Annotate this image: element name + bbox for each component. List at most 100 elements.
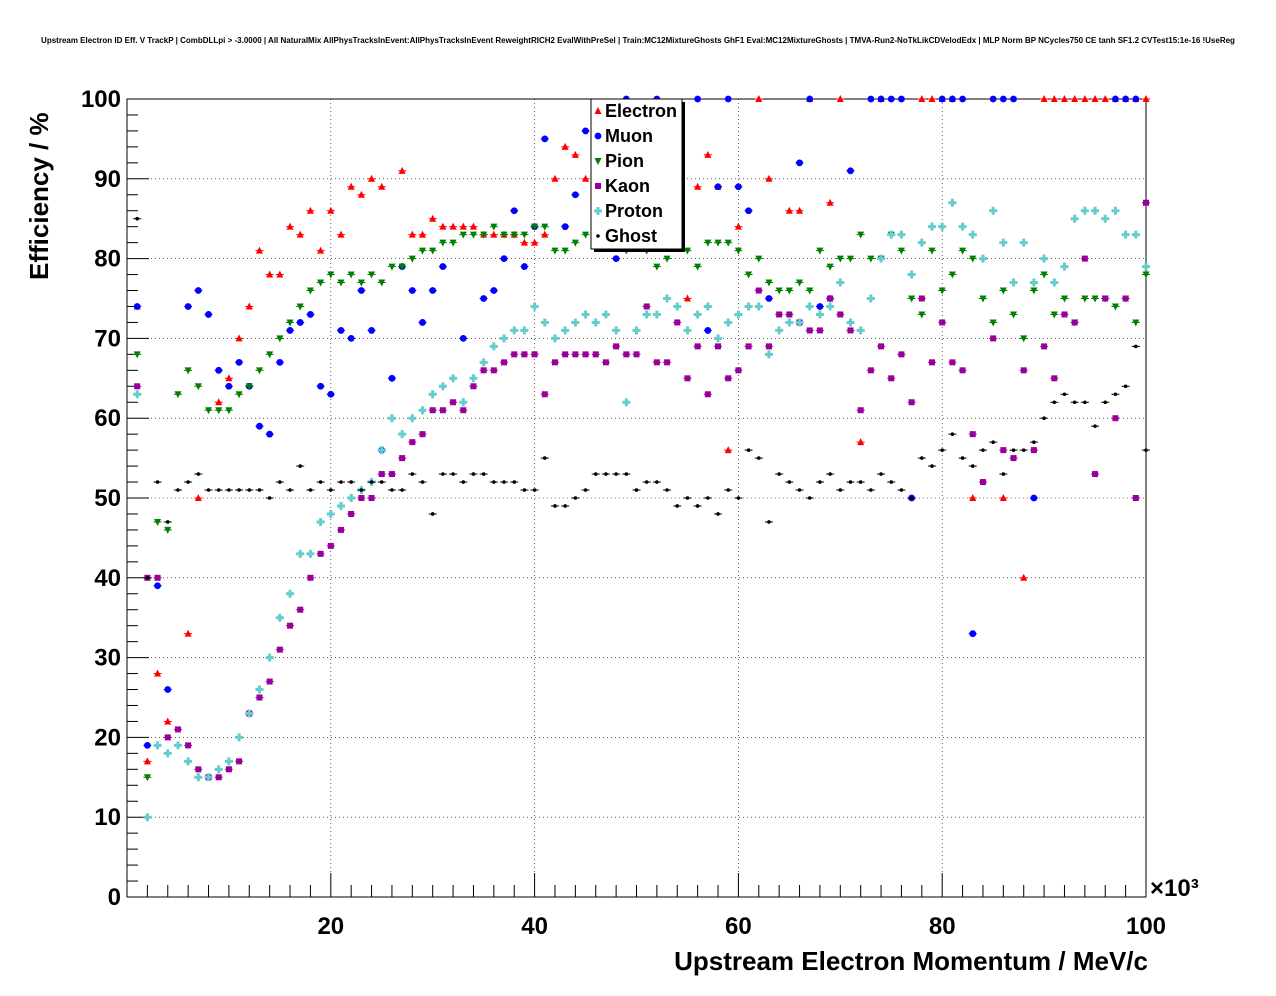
data-point — [408, 255, 416, 263]
data-point — [553, 504, 557, 508]
data-point — [459, 231, 467, 239]
data-point — [1101, 95, 1109, 102]
data-point — [357, 287, 365, 294]
x-tick-label: 100 — [1126, 913, 1166, 940]
data-point — [510, 231, 518, 239]
data-point — [948, 271, 956, 279]
data-point — [918, 295, 925, 302]
data-point — [521, 351, 528, 358]
data-point — [1092, 471, 1099, 478]
data-point — [267, 496, 272, 500]
data-point — [194, 383, 202, 391]
data-point — [714, 334, 723, 343]
data-point — [398, 430, 407, 439]
data-point — [327, 271, 335, 279]
data-point — [143, 813, 152, 822]
data-point — [339, 480, 343, 484]
data-point — [632, 326, 641, 335]
data-point — [612, 326, 621, 335]
data-point — [1121, 230, 1130, 239]
data-point — [224, 757, 233, 766]
data-point — [704, 150, 712, 158]
data-point — [418, 406, 427, 415]
data-point — [857, 407, 864, 414]
data-point — [481, 472, 486, 476]
data-point — [948, 198, 957, 207]
data-point — [1009, 278, 1018, 287]
data-point — [469, 222, 477, 230]
data-point — [767, 520, 771, 524]
data-point — [683, 294, 691, 302]
data-point — [969, 431, 976, 438]
data-point — [489, 342, 498, 351]
data-point — [1040, 271, 1048, 279]
y-tick-label: 40 — [94, 565, 121, 592]
data-point — [898, 351, 905, 358]
data-point — [1060, 295, 1068, 303]
data-point — [266, 430, 274, 438]
data-point — [378, 471, 385, 478]
data-point — [286, 319, 294, 327]
data-point — [1134, 344, 1138, 349]
data-point — [1142, 262, 1150, 271]
data-point — [704, 391, 711, 398]
data-point — [704, 239, 712, 247]
data-point — [163, 749, 172, 758]
data-point — [378, 182, 386, 190]
data-point — [235, 358, 243, 366]
data-point — [329, 488, 333, 492]
data-point — [1091, 95, 1099, 102]
data-point — [206, 488, 211, 492]
data-point — [694, 263, 702, 271]
data-point — [775, 326, 784, 335]
data-point — [756, 456, 761, 460]
data-point — [785, 287, 793, 295]
data-point — [665, 488, 669, 492]
data-point — [318, 480, 323, 484]
data-point — [745, 343, 752, 350]
data-point — [176, 488, 180, 492]
data-point — [317, 550, 324, 557]
data-point — [441, 472, 445, 476]
data-point — [1040, 95, 1048, 102]
data-point — [348, 510, 355, 517]
data-point — [255, 246, 263, 254]
data-point — [848, 480, 853, 484]
data-point — [469, 374, 478, 383]
data-point — [908, 295, 916, 303]
data-point — [278, 480, 282, 484]
data-point — [765, 174, 773, 182]
data-point — [949, 359, 956, 366]
data-point — [298, 464, 303, 468]
data-point — [429, 247, 437, 255]
data-point — [419, 230, 427, 238]
data-point — [1143, 199, 1149, 206]
data-point — [694, 343, 701, 350]
data-point — [694, 182, 702, 190]
data-point — [959, 95, 966, 103]
data-point — [184, 629, 192, 637]
data-point — [958, 222, 967, 231]
data-point — [897, 230, 906, 239]
data-point — [724, 95, 732, 103]
data-point — [225, 766, 232, 773]
data-point — [378, 279, 386, 287]
data-point — [327, 390, 335, 398]
data-point — [1050, 95, 1058, 102]
data-point — [1021, 448, 1026, 452]
data-point — [359, 488, 364, 492]
data-point — [857, 438, 865, 446]
data-point — [1062, 392, 1067, 397]
data-point — [368, 271, 376, 279]
data-point — [1091, 206, 1100, 215]
data-point — [275, 613, 284, 622]
data-point — [624, 472, 629, 476]
data-point — [827, 295, 834, 302]
data-point — [652, 310, 661, 319]
data-point — [133, 303, 141, 310]
data-point — [1144, 448, 1148, 452]
data-point — [918, 311, 926, 319]
data-point — [388, 471, 395, 478]
data-point — [653, 359, 660, 366]
data-point — [846, 255, 854, 263]
